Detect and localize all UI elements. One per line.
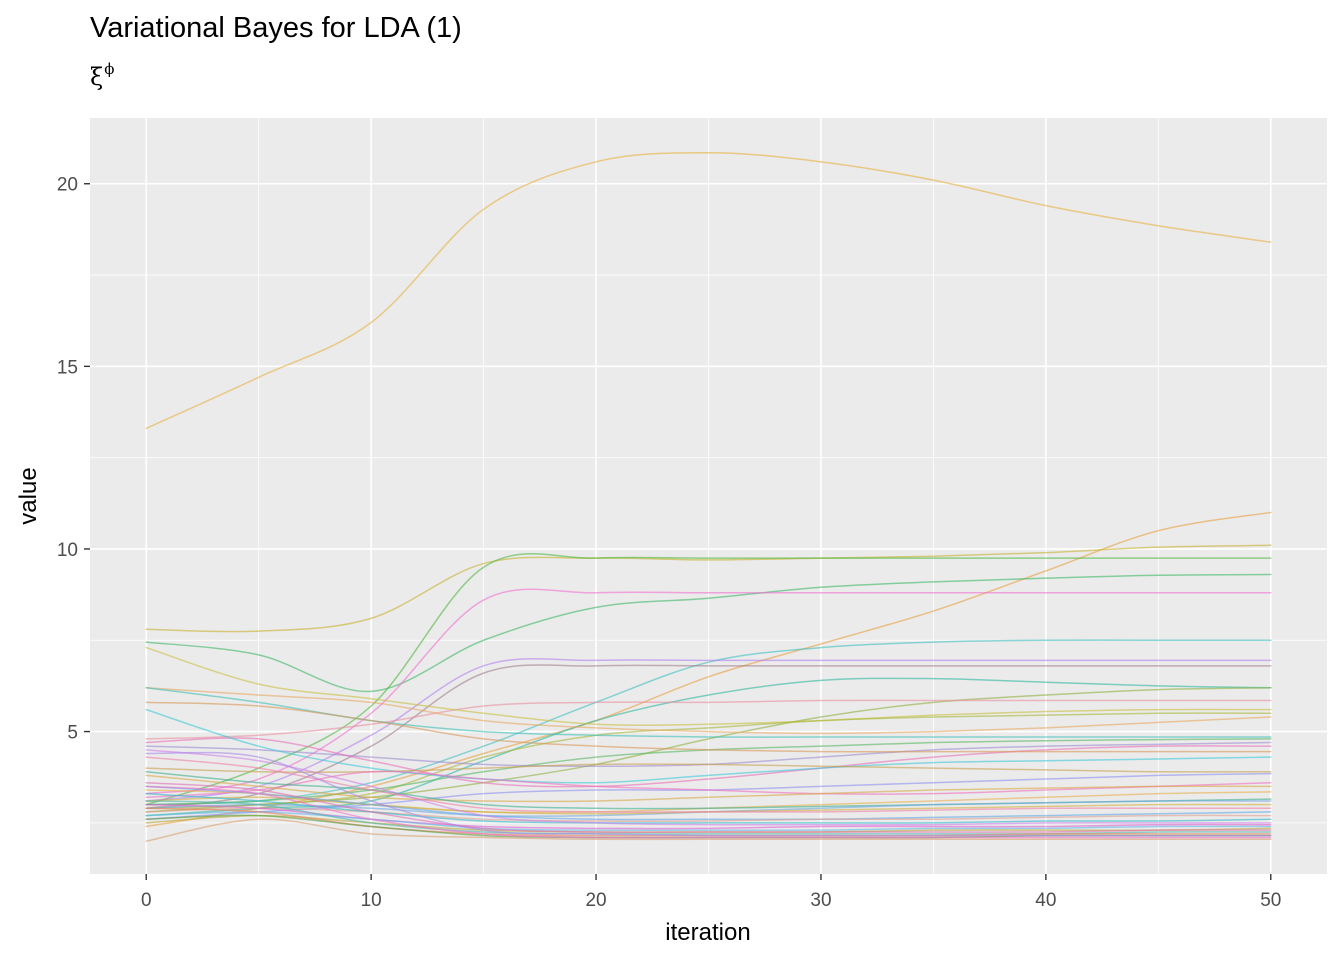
y-tick-label: 10	[57, 540, 78, 561]
series-line-9	[145, 664, 1272, 810]
y-tick-label: 5	[67, 723, 78, 744]
x-tick-label: 20	[585, 890, 606, 911]
series-line-1	[145, 151, 1272, 430]
y-tick-label: 20	[57, 175, 78, 196]
series-line-32	[145, 807, 1272, 823]
subtitle-base: ξ	[90, 63, 104, 91]
chart-subtitle: ξϕ	[90, 60, 114, 91]
series-line-11	[145, 686, 1272, 813]
series-line-42	[145, 751, 1272, 837]
series-line-24	[145, 770, 1272, 799]
series-line-43	[145, 785, 1272, 839]
series-line-20	[145, 701, 1272, 753]
series-line-3	[145, 544, 1272, 633]
series-line-22	[145, 763, 1272, 773]
series-line-30	[145, 756, 1272, 813]
series-line-44	[145, 818, 1272, 842]
y-axis-label: value	[15, 467, 42, 524]
series-line-36	[145, 811, 1272, 832]
x-tick-label: 10	[361, 890, 382, 911]
series-line-33	[145, 792, 1272, 824]
series-line-14	[145, 712, 1272, 810]
x-tick-label: 30	[810, 890, 831, 911]
series-line-21	[145, 708, 1272, 784]
x-tick-label: 40	[1035, 890, 1056, 911]
series-line-12	[145, 699, 1272, 740]
series-line-34	[145, 749, 1272, 826]
series-line-38	[145, 781, 1272, 834]
series-line-31	[145, 785, 1272, 821]
series-line-25	[145, 774, 1272, 803]
series-line-6	[145, 588, 1272, 795]
chart-title: Variational Bayes for LDA (1)	[90, 12, 462, 44]
series-line-7	[145, 639, 1272, 806]
y-axis: 5 10 15 20	[57, 175, 90, 744]
x-axis: 0 10 20 30 40 50	[141, 874, 1281, 911]
series-line-13	[145, 646, 1272, 726]
subtitle-superscript: ϕ	[104, 60, 115, 78]
x-axis-label: iteration	[665, 919, 750, 946]
series-lines	[145, 151, 1272, 842]
series-line-5	[145, 573, 1272, 693]
series-line-4	[145, 553, 1272, 806]
y-tick-label: 15	[57, 357, 78, 378]
x-tick-label: 50	[1260, 890, 1281, 911]
series-line-15	[145, 686, 1272, 735]
series-line-19	[145, 737, 1272, 788]
x-tick-label: 0	[141, 890, 152, 911]
